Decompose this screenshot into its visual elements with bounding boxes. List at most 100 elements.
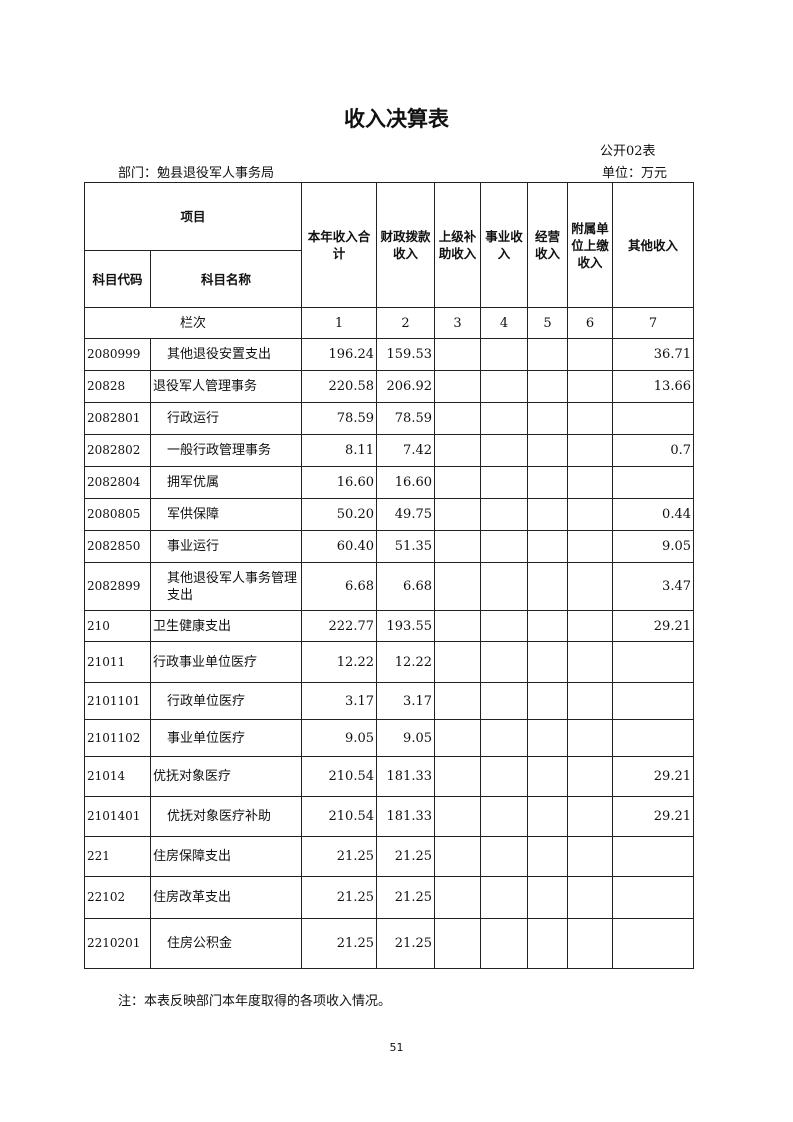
col-num: 6 [567,307,613,339]
cell-code: 2082802 [84,434,151,467]
cell-name: 行政运行 [150,402,302,435]
cell-affiliated [567,918,613,969]
cell-other [612,918,694,969]
cell-other: 29.21 [612,610,694,642]
cell-operating [527,836,568,877]
cell-name: 住房改革支出 [150,876,302,919]
col-num: 3 [434,307,481,339]
cell-business [480,918,528,969]
cell-name: 行政事业单位医疗 [150,641,302,683]
cell-other: 29.21 [612,756,694,797]
cell-name: 行政单位医疗 [150,682,302,720]
table-row: 20828 退役军人管理事务 220.58 206.92 13.66 [84,370,694,403]
col-num: 5 [527,307,568,339]
header-operating: 经营收入 [527,182,568,308]
cell-operating [527,338,568,371]
cell-name: 退役军人管理事务 [150,370,302,403]
table-row: 2082850 事业运行 60.40 51.35 9.05 [84,530,694,563]
cell-other [612,836,694,877]
table-row: 2080805 军供保障 50.20 49.75 0.44 [84,498,694,531]
table-row: 22102 住房改革支出 21.25 21.25 [84,876,694,919]
cell-business [480,836,528,877]
cell-business [480,719,528,757]
cell-code: 2082801 [84,402,151,435]
cell-business [480,641,528,683]
cell-fiscal: 7.42 [376,434,435,467]
cell-affiliated [567,641,613,683]
department-label: 部门：勉县退役军人事务局 [118,166,275,181]
col-num: 4 [480,307,528,339]
cell-code: 2082850 [84,530,151,563]
header-item: 项目 [84,182,302,251]
cell-superior [434,530,481,563]
cell-code: 2080805 [84,498,151,531]
cell-other [612,876,694,919]
cell-code: 2080999 [84,338,151,371]
column-number-row: 栏次 1 2 3 4 5 6 7 [84,307,694,339]
cell-fiscal: 21.25 [376,918,435,969]
cell-fiscal: 181.33 [376,796,435,837]
cell-business [480,402,528,435]
cell-affiliated [567,836,613,877]
col-num: 2 [376,307,435,339]
cell-name: 拥军优属 [150,466,302,499]
table-row: 2101102 事业单位医疗 9.05 9.05 [84,719,694,757]
cell-superior [434,610,481,642]
cell-operating [527,796,568,837]
cell-name: 其他退役安置支出 [150,338,302,371]
cell-total: 222.77 [301,610,377,642]
header-name: 科目名称 [150,250,302,308]
row-label: 栏次 [84,307,302,339]
page-title: 收入决算表 [344,107,449,131]
cell-operating [527,610,568,642]
cell-affiliated [567,466,613,499]
cell-other [612,402,694,435]
cell-code: 2101401 [84,796,151,837]
cell-operating [527,918,568,969]
cell-affiliated [567,610,613,642]
cell-operating [527,756,568,797]
cell-name: 住房保障支出 [150,836,302,877]
cell-total: 210.54 [301,756,377,797]
cell-superior [434,836,481,877]
cell-code: 21014 [84,756,151,797]
cell-superior [434,370,481,403]
cell-fiscal: 3.17 [376,682,435,720]
cell-operating [527,434,568,467]
cell-total: 60.40 [301,530,377,563]
table-row: 2082802 一般行政管理事务 8.11 7.42 0.7 [84,434,694,467]
cell-superior [434,562,481,611]
cell-business [480,466,528,499]
cell-code: 2082804 [84,466,151,499]
header-other: 其他收入 [612,182,694,308]
cell-superior [434,876,481,919]
cell-other [612,466,694,499]
cell-operating [527,562,568,611]
table-row: 21014 优抚对象医疗 210.54 181.33 29.21 [84,756,694,797]
cell-superior [434,498,481,531]
table-row: 2101101 行政单位医疗 3.17 3.17 [84,682,694,720]
cell-total: 21.25 [301,876,377,919]
cell-affiliated [567,434,613,467]
cell-name: 优抚对象医疗补助 [150,796,302,837]
cell-total: 21.25 [301,918,377,969]
income-table: 项目 本年收入合计 财政拨款收入 上级补助收入 事业收入 经营收入 附属单位上缴… [84,182,694,969]
cell-name: 其他退役军人事务管理支出 [150,562,302,611]
cell-other: 0.44 [612,498,694,531]
cell-fiscal: 51.35 [376,530,435,563]
col-num: 1 [301,307,377,339]
header-business: 事业收入 [480,182,528,308]
cell-affiliated [567,562,613,611]
cell-code: 210 [84,610,151,642]
cell-fiscal: 21.25 [376,876,435,919]
cell-code: 221 [84,836,151,877]
table-row: 2080999 其他退役安置支出 196.24 159.53 36.71 [84,338,694,371]
cell-fiscal: 49.75 [376,498,435,531]
table-row: 2210201 住房公积金 21.25 21.25 [84,918,694,969]
cell-business [480,682,528,720]
cell-superior [434,434,481,467]
cell-total: 78.59 [301,402,377,435]
cell-business [480,498,528,531]
cell-superior [434,402,481,435]
cell-superior [434,338,481,371]
